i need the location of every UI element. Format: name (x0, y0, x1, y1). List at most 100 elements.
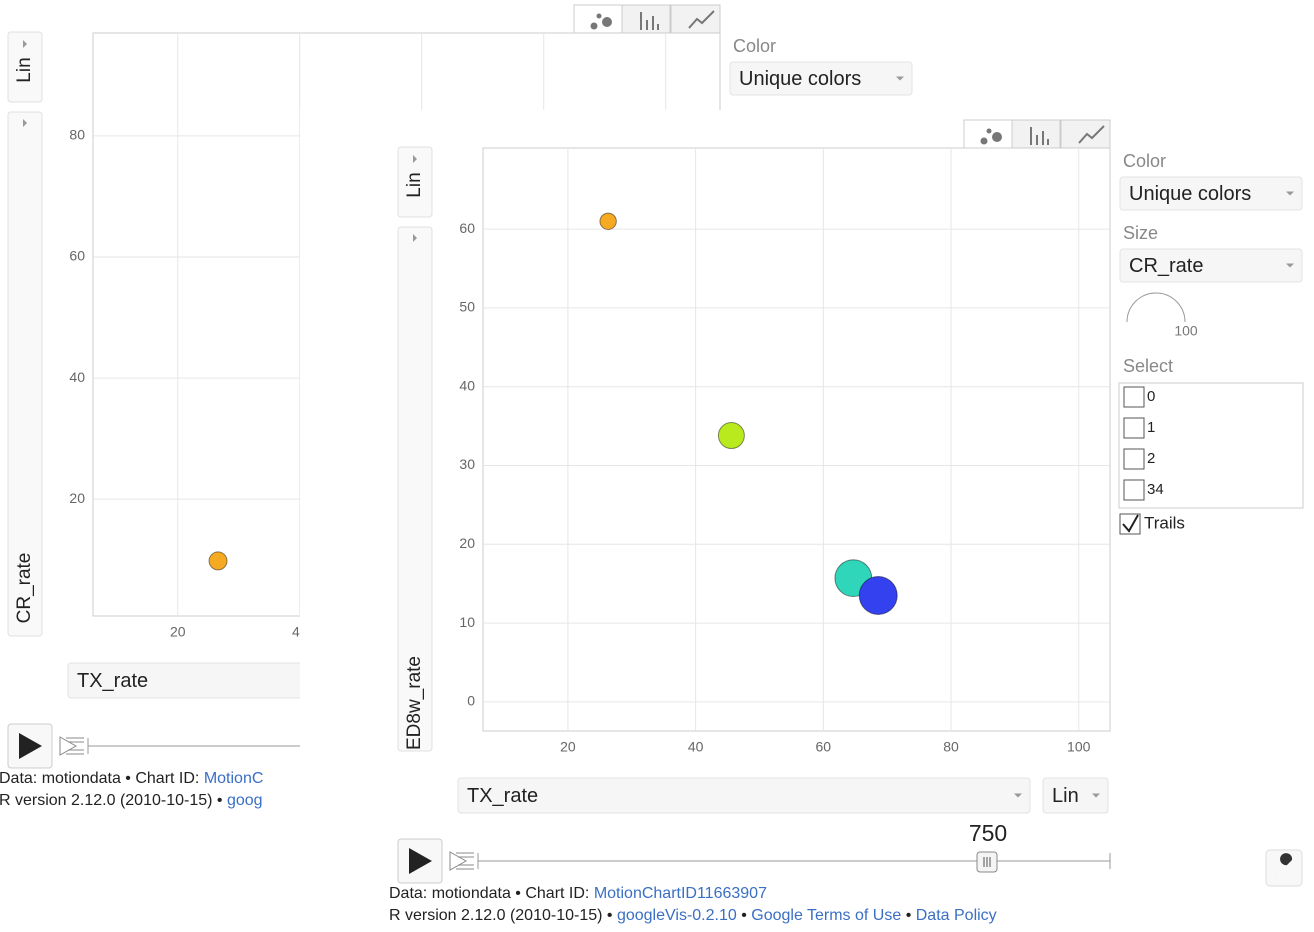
tab-icon (1078, 125, 1105, 144)
y-tick-label: 30 (459, 456, 475, 472)
wrench-icon (1274, 853, 1293, 878)
trails-label: Trails (1144, 513, 1185, 532)
y-variable-box[interactable] (397, 226, 433, 752)
footer-link[interactable]: MotionChartID11663907 (594, 885, 767, 902)
arrow-icon (1286, 191, 1294, 196)
footer-link[interactable]: Data Policy (916, 907, 997, 924)
select-list (1118, 382, 1304, 509)
footer-text: • (737, 907, 752, 924)
size-legend-arc (1126, 292, 1186, 323)
chart-tab[interactable] (573, 4, 623, 34)
settings-button[interactable] (1265, 849, 1303, 887)
size-legend: 100 (1174, 323, 1198, 339)
x-tick-label: 40 (688, 739, 704, 755)
footer-link[interactable]: Google Terms of Use (751, 907, 901, 924)
color-value-box[interactable] (1119, 176, 1303, 211)
x-scale-box[interactable] (1042, 777, 1109, 814)
arrow-icon (1014, 793, 1022, 798)
checkbox[interactable] (1123, 417, 1145, 439)
x-variable: TX_rate (77, 670, 148, 692)
x-variable: TX_rate (467, 785, 538, 807)
tab-icon (688, 10, 715, 29)
tab-icon (652, 16, 654, 30)
step-icon[interactable] (59, 736, 84, 756)
footer-text: R version 2.12.0 (2010-10-15) • (389, 907, 617, 924)
color-label: Color (1123, 151, 1166, 171)
footer-link[interactable]: googleVis-0.2.10 (617, 907, 737, 924)
footer-line: R version 2.12.0 (2010-10-15) • googleVi… (389, 907, 997, 924)
chart-tab[interactable] (1060, 119, 1111, 149)
select-item: 1 (1147, 419, 1155, 436)
chart-tab[interactable] (670, 4, 721, 34)
size-value: CR_rate (1129, 255, 1203, 277)
color-value: Unique colors (739, 68, 861, 90)
tab-icon (602, 17, 612, 27)
y-scale-box[interactable] (397, 146, 433, 218)
size-value-box[interactable] (1119, 248, 1303, 283)
footer-text: Data: motiondata • Chart ID: (0, 770, 204, 787)
y-scale-box[interactable] (7, 31, 43, 103)
y-variable: ED8w_rate (404, 656, 425, 750)
thumb-grip (983, 857, 991, 867)
y-tick-label: 0 (467, 693, 475, 709)
checkbox[interactable] (1123, 479, 1145, 501)
y-tick-label: 60 (69, 248, 85, 264)
play-icon (409, 848, 432, 874)
color-label: Color (733, 36, 776, 56)
x-tick-label: 20 (560, 739, 576, 755)
tab-icon (640, 12, 642, 30)
checkbox[interactable] (1123, 448, 1145, 470)
x-tick-label: 100 (1067, 739, 1091, 755)
bubble[interactable] (599, 212, 617, 230)
y-tick-label: 10 (459, 614, 475, 630)
arrow-icon (1286, 263, 1294, 268)
footer-link[interactable]: goog (227, 792, 263, 809)
arrow-icon (413, 155, 417, 163)
tab-icon (596, 13, 602, 19)
step-icon[interactable] (449, 851, 474, 871)
time-label: 750 (969, 820, 1007, 846)
y-tick-label: 40 (459, 377, 475, 393)
check-mark (1122, 514, 1139, 533)
x-tick-label: 20 (170, 624, 186, 640)
plot-area (482, 147, 1111, 732)
tab-icon (646, 20, 648, 30)
arrow-icon (23, 40, 27, 48)
x-tick-label: 80 (943, 739, 959, 755)
chart-tab[interactable] (963, 119, 1013, 149)
footer-text: R version 2.12.0 (2010-10-15) • (0, 792, 227, 809)
tab-icon (1036, 135, 1038, 145)
select-item: 0 (1147, 388, 1155, 405)
tab-icon (1030, 127, 1032, 145)
y-tick-label: 20 (69, 490, 85, 506)
footer-link[interactable]: MotionC (204, 770, 264, 787)
y-scale: Lin (404, 172, 425, 197)
tab-icon (1042, 131, 1044, 145)
play-icon (19, 733, 42, 759)
footer-text: Data: motiondata • Chart ID: (389, 885, 594, 902)
bubble[interactable] (717, 422, 745, 450)
y-variable-box[interactable] (7, 111, 43, 637)
footer-text: • (901, 907, 916, 924)
color-value: Unique colors (1129, 183, 1251, 205)
select-item: 2 (1147, 450, 1155, 467)
bubble[interactable] (858, 575, 898, 615)
tab-icon (980, 137, 988, 145)
tab-icon (657, 24, 659, 30)
size-label: Size (1123, 223, 1158, 243)
color-value-box[interactable] (729, 61, 913, 96)
y-variable: CR_rate (14, 553, 35, 624)
checkbox[interactable] (1123, 386, 1145, 408)
select-item: 34 (1147, 481, 1164, 498)
y-tick-label: 80 (69, 127, 85, 143)
y-tick-label: 20 (459, 535, 475, 551)
footer-line: R version 2.12.0 (2010-10-15) • goog (0, 792, 263, 809)
footer-line: Data: motiondata • Chart ID: MotionC (0, 770, 263, 787)
y-tick-label: 40 (69, 369, 85, 385)
x-variable-box[interactable] (457, 777, 1031, 814)
x-tick-label: 60 (816, 739, 832, 755)
bubble[interactable] (208, 551, 228, 571)
